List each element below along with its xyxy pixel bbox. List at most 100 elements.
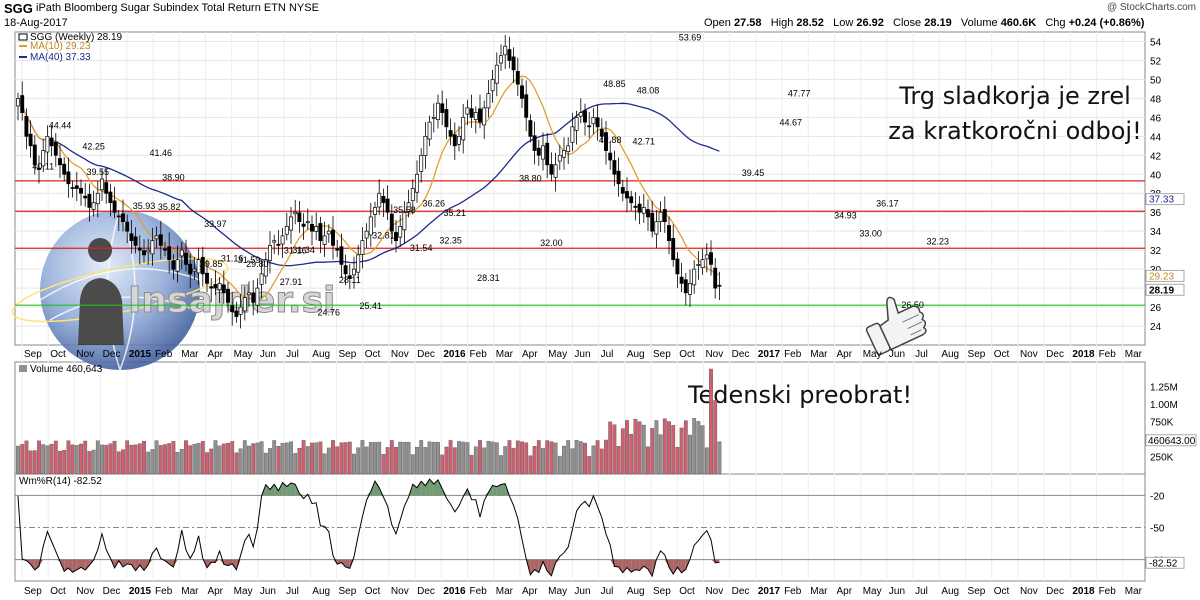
williams-oversold-fill [639, 559, 644, 571]
candle [515, 57, 520, 97]
candle [620, 179, 625, 202]
candle-body [557, 154, 562, 162]
x-tick-label: Mar [496, 349, 514, 360]
candle [221, 270, 226, 305]
x-tick-label: Sep [968, 349, 986, 360]
volume-bar [389, 440, 394, 475]
candle [66, 157, 71, 198]
candle-body [683, 279, 688, 294]
price-tick-label: 26 [1150, 303, 1162, 314]
candle [625, 177, 629, 213]
candle-body [469, 108, 474, 118]
volume-bar [100, 444, 104, 475]
x-tick-label: May [234, 586, 253, 597]
candle [658, 201, 663, 232]
volume-bar [347, 441, 352, 475]
candle [234, 301, 239, 323]
candle [213, 270, 218, 296]
candle [20, 81, 25, 121]
price-data-label: 26.50 [901, 300, 924, 310]
price-data-label: 48.85 [603, 79, 626, 89]
stockcharts-credit: @ StockCharts.com [1106, 2, 1196, 13]
williams-oversold-fill [622, 559, 627, 573]
volume-bar [301, 440, 306, 475]
volume-bar [125, 440, 130, 475]
candle-body [238, 306, 243, 315]
candle-body [385, 198, 390, 213]
x-tick-label: 2018 [1072, 586, 1095, 597]
candle-body [410, 188, 415, 202]
last-value-tag [1145, 283, 1185, 296]
candle [465, 99, 470, 126]
williams-tick-label: -20 [1150, 491, 1165, 502]
candle [125, 214, 130, 244]
svg-text:SGG (Weekly) 28.19: SGG (Weekly) 28.19 [30, 32, 123, 43]
x-tick-label: May [234, 349, 253, 360]
x-tick-label: Sep [24, 586, 42, 597]
candle [461, 103, 466, 154]
candle-body [322, 235, 327, 245]
x-tick-label: Apr [207, 349, 223, 360]
price-data-label: 39.55 [87, 167, 110, 177]
candle-body [448, 130, 453, 137]
candle-body [620, 187, 625, 194]
williams-oversold-fill [534, 559, 539, 573]
candle-body [28, 133, 33, 147]
volume-bar [499, 455, 503, 475]
candle-body [163, 248, 167, 251]
volume-bar [41, 444, 46, 475]
candle-body [62, 163, 67, 175]
price-data-label: 29.80 [246, 259, 269, 269]
candle-body [104, 182, 109, 194]
candle-body [192, 268, 197, 272]
annotation-line-1: Trg sladkorja je zrel [898, 82, 1131, 110]
volume-bar [167, 443, 172, 475]
volume-bar [570, 448, 575, 475]
candle-body [528, 120, 533, 137]
candle-body [633, 205, 638, 208]
candle-body [24, 116, 29, 137]
price-data-label: 48.08 [637, 85, 660, 95]
candle [259, 260, 264, 299]
candle [448, 118, 453, 146]
ma10-line [17, 75, 720, 301]
candle [284, 212, 289, 241]
ohlc-readout: Open 27.58 High 28.52 Low 26.92 Close 28… [704, 17, 1145, 29]
x-tick-label: Feb [784, 349, 802, 360]
candle-body [37, 167, 41, 170]
x-tick-label: Feb [155, 349, 173, 360]
candle-body [562, 150, 566, 158]
x-tick-label: Apr [522, 586, 538, 597]
volume-bar [520, 441, 524, 475]
candle-body [675, 258, 680, 275]
volume-bar [528, 455, 533, 475]
volume-bar [473, 446, 478, 475]
williams-oversold-fill [635, 559, 640, 571]
candle-body [137, 247, 142, 251]
williams-overbought-fill [274, 484, 279, 496]
candle-body [440, 103, 445, 113]
williams-oversold-fill [76, 559, 81, 570]
williams-legend: Wm%R(14) -82.52 [19, 476, 102, 487]
williams-overbought-fill [417, 481, 422, 496]
volume-bar [95, 440, 100, 475]
williams-overbought-fill [492, 485, 497, 496]
high-value: 28.52 [796, 17, 824, 29]
candle-body [171, 260, 176, 270]
price-data-label: 31.59 [238, 255, 261, 265]
williams-oversold-fill [337, 559, 342, 565]
candle-body [461, 117, 466, 141]
volume-bar [532, 446, 537, 475]
volume-bar [133, 444, 138, 475]
candle [494, 52, 499, 97]
williams-oversold-fill [139, 559, 144, 571]
candle [24, 108, 29, 150]
x-tick-label: Dec [732, 586, 750, 597]
candle-body [696, 264, 701, 266]
volume-bar [604, 439, 608, 475]
williams-oversold-fill [30, 559, 35, 570]
candle-body [116, 215, 121, 218]
candle-body [599, 129, 604, 137]
volume-bar [91, 449, 96, 475]
